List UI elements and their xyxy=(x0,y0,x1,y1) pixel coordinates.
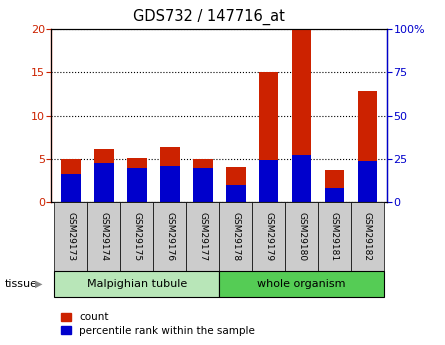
Bar xyxy=(127,158,147,202)
Bar xyxy=(219,202,252,271)
Bar xyxy=(291,29,312,202)
Bar xyxy=(324,170,344,202)
Bar xyxy=(120,202,153,271)
Bar xyxy=(285,202,318,271)
Text: Malpighian tubule: Malpighian tubule xyxy=(87,279,187,289)
Bar xyxy=(160,148,180,202)
Bar xyxy=(226,167,246,202)
Text: GSM29180: GSM29180 xyxy=(297,212,306,261)
Text: GDS732 / 147716_at: GDS732 / 147716_at xyxy=(133,9,285,25)
Text: GSM29182: GSM29182 xyxy=(363,212,372,261)
Bar xyxy=(94,163,114,202)
Bar xyxy=(153,202,186,271)
Bar xyxy=(259,160,279,202)
Legend: count, percentile rank within the sample: count, percentile rank within the sample xyxy=(57,308,259,340)
Text: GSM29175: GSM29175 xyxy=(132,212,142,261)
Bar xyxy=(318,202,351,271)
Bar xyxy=(54,271,219,297)
Text: ▶: ▶ xyxy=(35,279,42,289)
Text: GSM29178: GSM29178 xyxy=(231,212,240,261)
Bar xyxy=(87,202,120,271)
Text: GSM29176: GSM29176 xyxy=(165,212,174,261)
Bar xyxy=(160,166,180,202)
Text: whole organism: whole organism xyxy=(257,279,346,289)
Text: GSM29181: GSM29181 xyxy=(330,212,339,261)
Bar xyxy=(357,91,377,202)
Bar xyxy=(186,202,219,271)
Bar xyxy=(357,161,377,202)
Text: tissue: tissue xyxy=(4,279,37,289)
Bar xyxy=(252,202,285,271)
Bar xyxy=(61,174,81,202)
Bar xyxy=(127,168,147,202)
Bar xyxy=(61,159,81,202)
Bar xyxy=(291,155,312,202)
Text: GSM29173: GSM29173 xyxy=(66,212,76,261)
Bar xyxy=(324,188,344,202)
Bar xyxy=(94,149,114,202)
Bar xyxy=(219,271,384,297)
Text: GSM29179: GSM29179 xyxy=(264,212,273,261)
Bar xyxy=(351,202,384,271)
Bar xyxy=(193,159,213,202)
Text: GSM29174: GSM29174 xyxy=(99,212,109,261)
Bar xyxy=(193,168,213,202)
Bar xyxy=(54,202,87,271)
Bar xyxy=(226,185,246,202)
Bar xyxy=(259,72,279,202)
Text: GSM29177: GSM29177 xyxy=(198,212,207,261)
